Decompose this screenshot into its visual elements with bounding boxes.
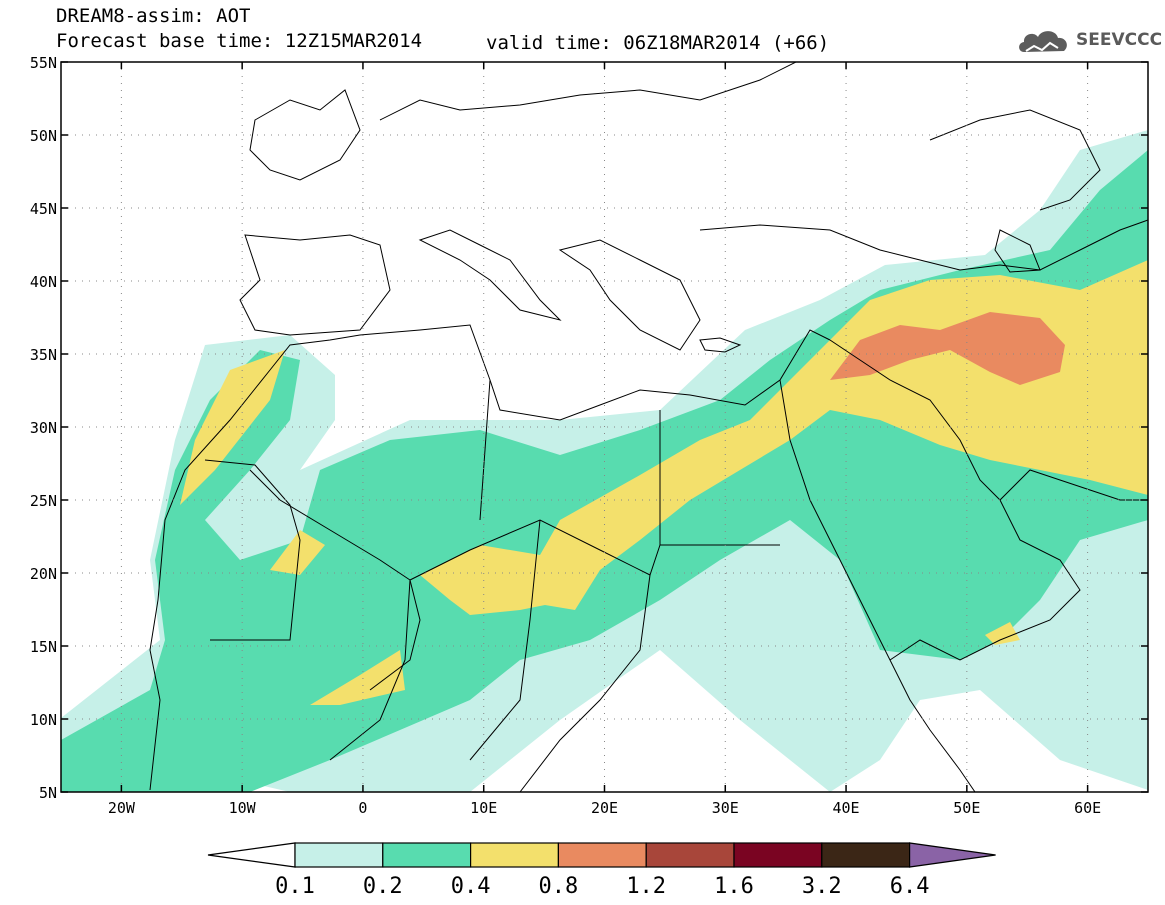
longitude-axis: 20W 10W 0 10E 20E 30E 40E 50E 60E	[108, 62, 1101, 817]
lat-label: 25N	[30, 492, 57, 510]
aot-colorbar: 0.1 0.2 0.4 0.8 1.2 1.6 3.2 6.4	[207, 842, 996, 899]
colorbar-segment	[382, 842, 472, 868]
colorbar-tick-label: 3.2	[802, 874, 842, 899]
colorbar-segment	[294, 842, 384, 868]
aot-contour-0.2	[61, 150, 1148, 792]
aot-contour-0.8	[830, 312, 1065, 385]
latitude-axis: 55N 50N 45N 40N 35N 30N 25N 20N 15N 10N 5N	[30, 54, 1148, 802]
colorbar-over-triangle	[908, 842, 996, 868]
colorbar-segment	[645, 842, 735, 868]
lat-label: 40N	[30, 273, 57, 291]
colorbar-segment	[557, 842, 647, 868]
aot-contour-0.4	[180, 260, 1148, 705]
colorbar-tick-label: 6.4	[890, 874, 930, 899]
lon-label: 0	[358, 799, 367, 817]
lat-label: 55N	[30, 54, 57, 72]
lat-label: 10N	[30, 711, 57, 729]
lon-label: 30E	[712, 799, 739, 817]
colorbar-tick-label: 0.1	[275, 874, 315, 899]
cloud-icon	[1019, 31, 1067, 52]
valid-time: valid time: 06Z18MAR2014 (+66)	[486, 32, 830, 54]
lat-label: 5N	[39, 784, 57, 802]
colorbar-under-triangle	[207, 842, 296, 868]
seevccc-logo: SEEVCCC	[1016, 24, 1162, 58]
logo-text: SEEVCCC	[1076, 30, 1163, 50]
lat-label: 20N	[30, 565, 57, 583]
colorbar-tick-label: 0.4	[451, 874, 491, 899]
lat-label: 30N	[30, 419, 57, 437]
lon-label: 50E	[953, 799, 980, 817]
lon-label: 20W	[108, 799, 136, 817]
colorbar-tick-label: 0.8	[539, 874, 579, 899]
colorbar-segment	[821, 842, 911, 868]
lon-label: 20E	[591, 799, 618, 817]
lon-label: 60E	[1074, 799, 1101, 817]
colorbar-tick-label: 1.2	[626, 874, 666, 899]
colorbar-segment	[470, 842, 560, 868]
chart-title: DREAM8-assim: AOT	[56, 5, 251, 27]
graticule	[61, 62, 1148, 792]
lat-label: 45N	[30, 200, 57, 218]
coastlines	[149, 62, 1148, 792]
lon-label: 40E	[833, 799, 860, 817]
colorbar-tick-label: 1.6	[714, 874, 754, 899]
colorbar-segment	[733, 842, 823, 868]
lat-label: 35N	[30, 346, 57, 364]
colorbar-tick-label: 0.2	[363, 874, 403, 899]
lat-label: 15N	[30, 638, 57, 656]
lon-label: 10E	[470, 799, 497, 817]
lat-label: 50N	[30, 127, 57, 145]
lon-label: 10W	[229, 799, 257, 817]
forecast-base-time: Forecast base time: 12Z15MAR2014	[56, 30, 423, 52]
